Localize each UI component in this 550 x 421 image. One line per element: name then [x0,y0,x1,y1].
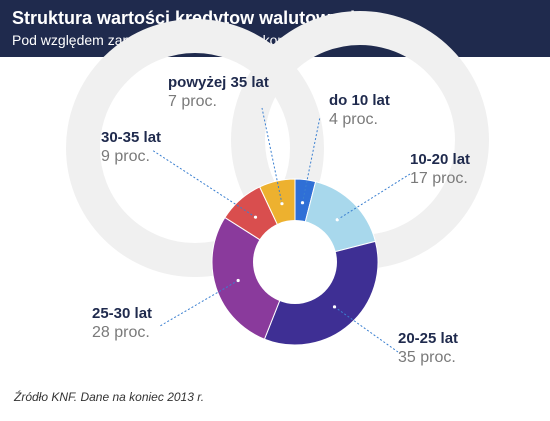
leader-dot [236,278,240,283]
value-label: 9 proc. [101,148,150,165]
leader-line [159,280,239,327]
slice-25-30-lat [211,216,296,340]
category-label: 25-30 lat [92,305,153,322]
leader-dot [332,305,337,309]
value-label: 7 proc. [168,93,217,110]
leader-line [261,107,283,204]
leader-dot [253,215,258,219]
label-20-25-lat: 20-25 lat 35 proc. [398,330,458,367]
label-25-30-lat: 25-30 lat 28 proc. [92,305,152,342]
donut-hole [253,220,337,304]
watermark-ring-left [66,19,324,277]
leader-dot [335,218,339,222]
category-label: powyżej 35 lat [168,74,269,91]
leader-dot [300,201,305,205]
leader-line [336,173,411,221]
label-do-10-lat: do 10 lat 4 proc. [329,92,390,129]
chart-title: Struktura wartości kredytow walutowych [12,8,362,28]
source-note: Źródło KNF. Dane na koniec 2013 r. [14,390,205,404]
leader-line [302,116,321,203]
label-30-35-lat: 30-35 lat 9 proc. [101,129,161,166]
label-powyzej-35-lat: powyżej 35 lat 7 proc. [168,74,269,111]
leader-line [334,306,399,353]
category-label: 30-35 lat [101,129,162,146]
category-label: 20-25 lat [398,330,459,347]
category-label: do 10 lat [329,92,390,109]
value-label: 4 proc. [329,111,378,128]
value-label: 28 proc. [92,324,150,341]
value-label: 17 proc. [410,170,468,187]
leader-line [151,149,256,218]
leader-dot [280,202,284,206]
value-label: 35 proc. [398,349,456,366]
label-10-20-lat: 10-20 lat 17 proc. [410,151,470,188]
category-label: 10-20 lat [410,151,471,168]
